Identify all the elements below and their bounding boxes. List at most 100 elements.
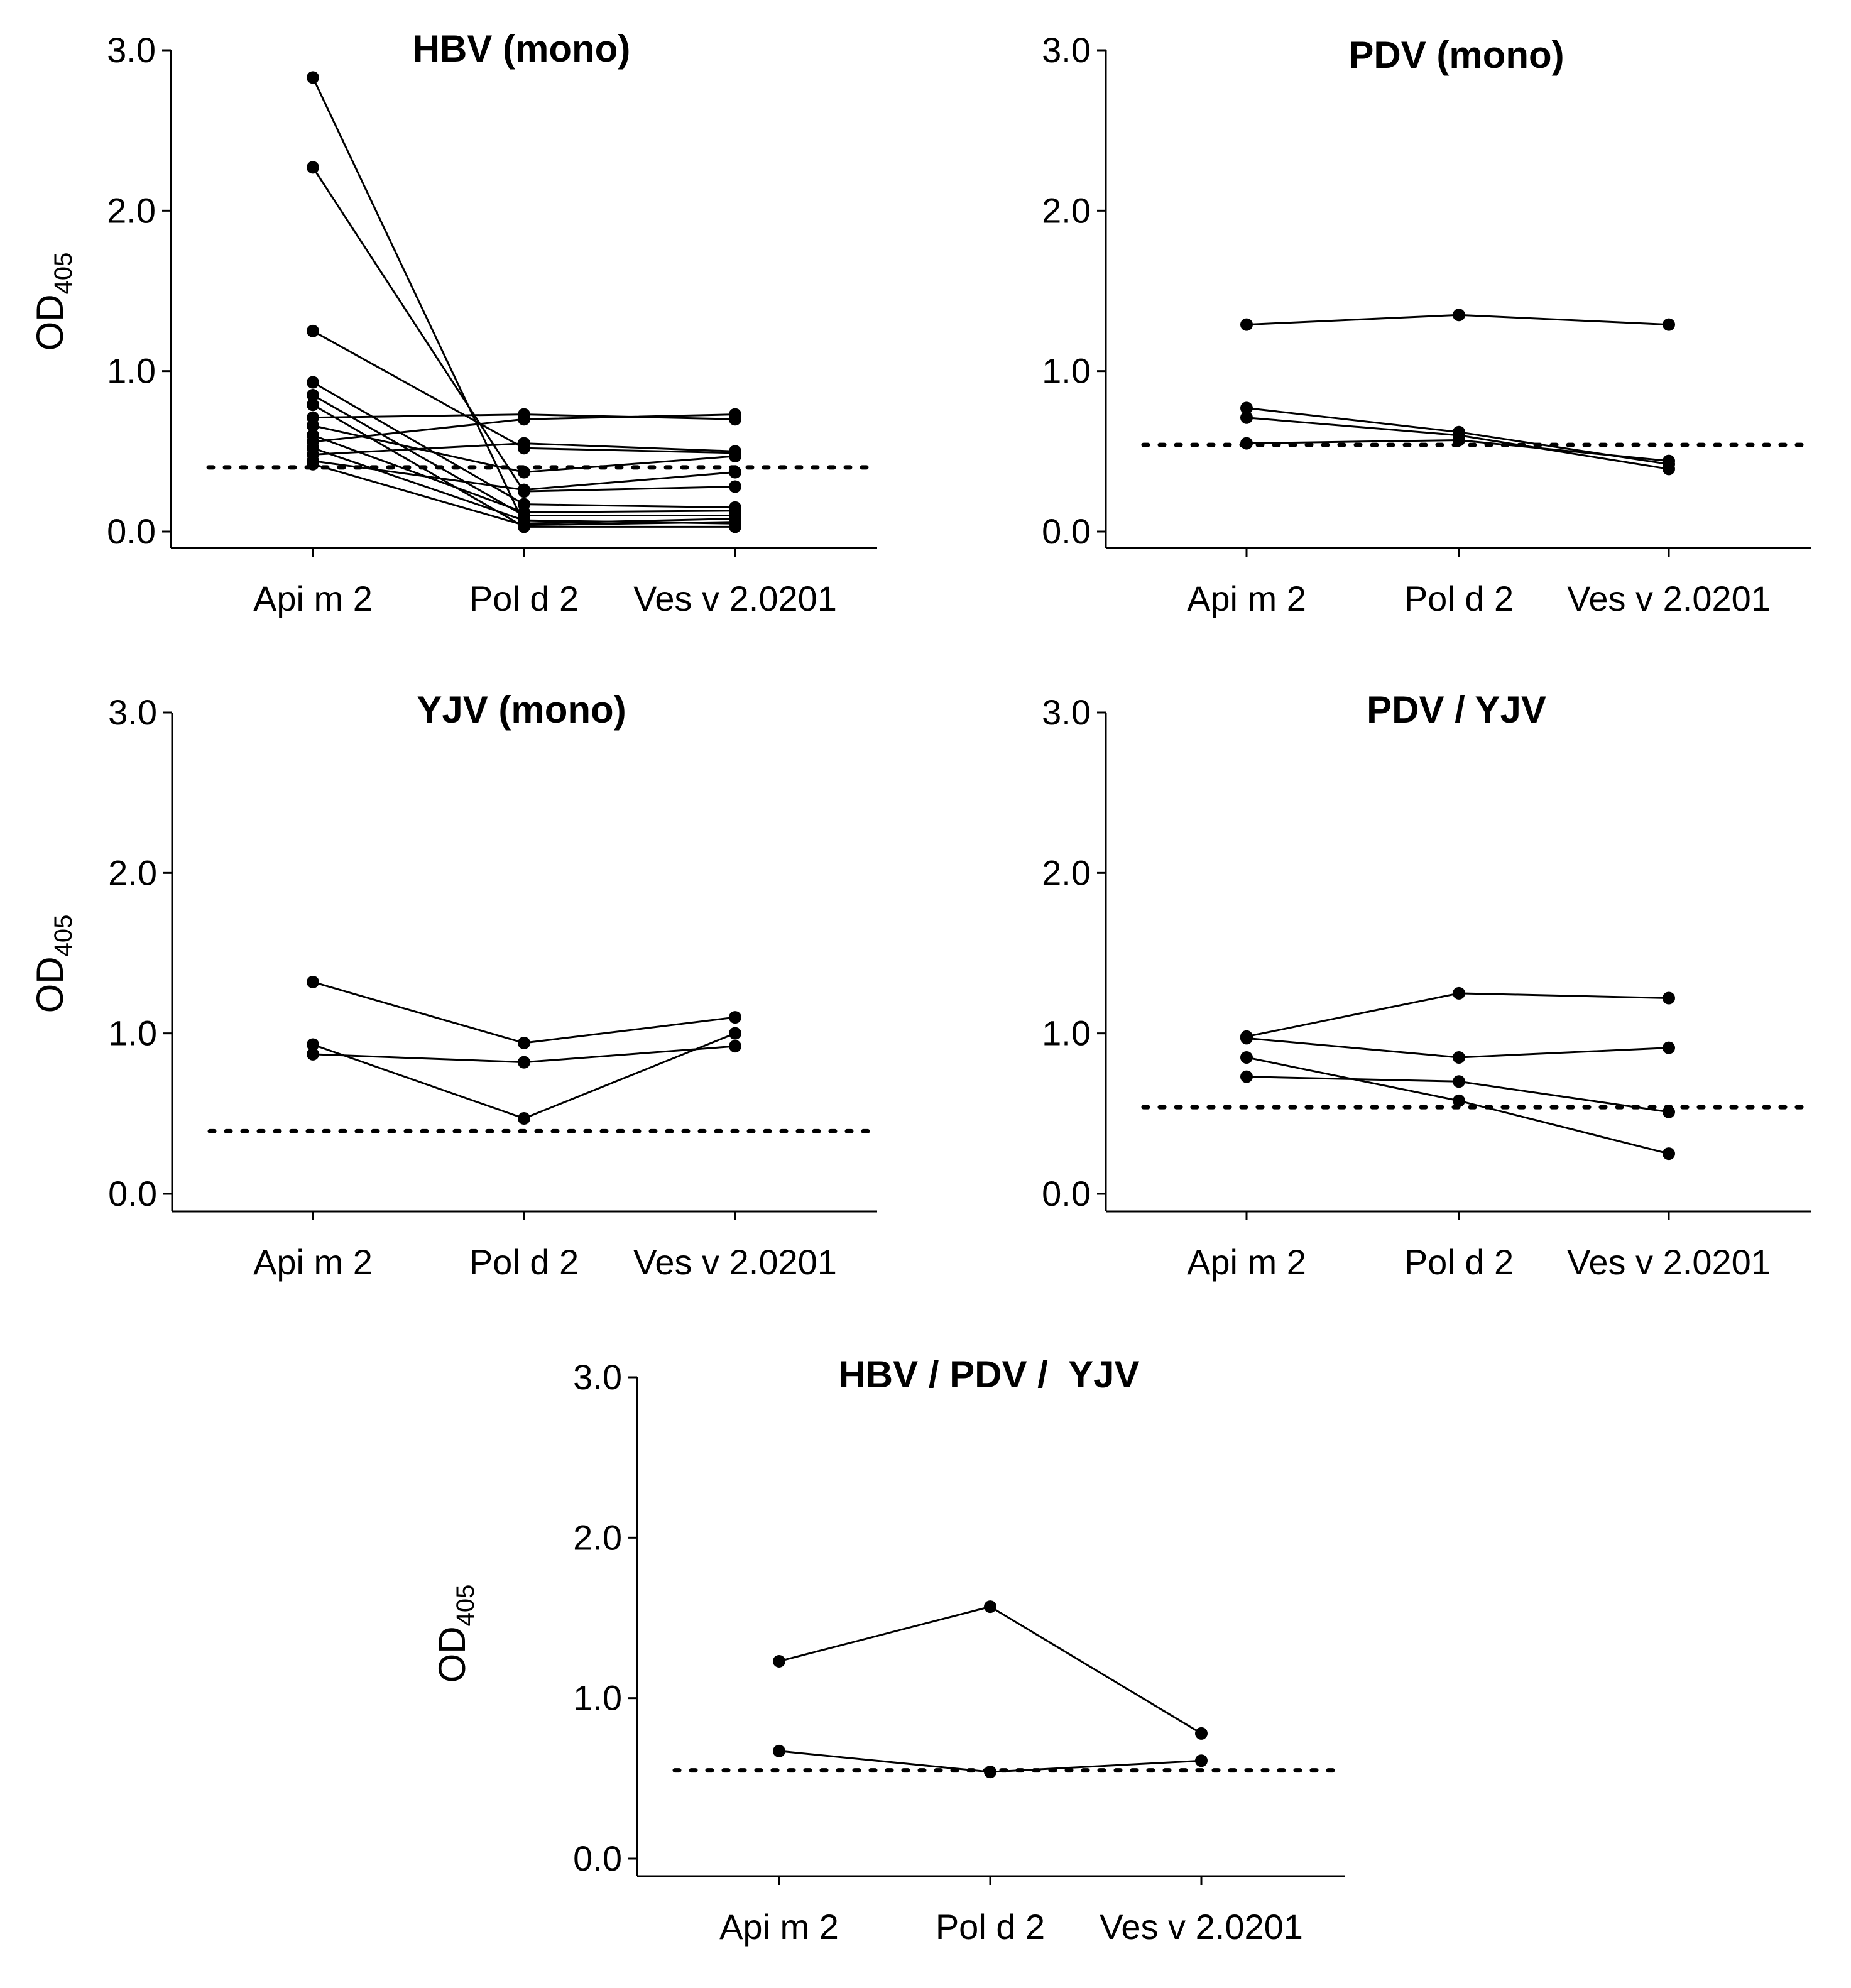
data-point	[1240, 1032, 1253, 1045]
chart-panel-1: 0.0 1.0 2.0 3.0 Api m 2 Pol d 2 Ves v 2.0201 HB…	[29, 28, 880, 618]
chart-panel-5: 0.0 1.0 2.0 3.0 Api m 2 Pol d 2 Ves v 2.0201 HB…	[431, 1353, 1347, 1947]
y-tick-label: 1.0	[107, 351, 156, 391]
x-tick-label: Ves v 2.0201	[633, 1242, 837, 1282]
y-axis-label: OD405	[431, 1585, 479, 1683]
y-axis-label: OD405	[29, 915, 77, 1013]
x-tick-label: Pol d 2	[469, 579, 579, 618]
y-tick-label: 1.0	[573, 1678, 622, 1718]
y-tick-label: 2.0	[108, 853, 157, 892]
data-point	[729, 445, 741, 458]
data-point	[984, 1600, 996, 1614]
x-tick-label: Ves v 2.0201	[633, 579, 837, 618]
data-point	[729, 466, 741, 479]
data-point	[307, 419, 319, 432]
data-point	[307, 457, 319, 471]
series-line-1	[312, 77, 736, 525]
data-point	[1663, 991, 1675, 1005]
y-tick-label: 0.0	[1042, 511, 1091, 551]
data-point	[307, 376, 319, 389]
data-point	[729, 1040, 741, 1053]
y-tick-label: 2.0	[1042, 190, 1091, 230]
data-point	[518, 413, 530, 426]
y-tick-label: 0.0	[1042, 1174, 1091, 1213]
data-point	[773, 1654, 785, 1668]
data-point	[984, 1766, 996, 1779]
y-tick-label: 2.0	[573, 1517, 622, 1557]
data-point	[1240, 437, 1253, 450]
x-tick-label: Ves v 2.0201	[1567, 1242, 1771, 1282]
data-point	[307, 1038, 319, 1051]
y-tick-label: 3.0	[1042, 692, 1091, 732]
x-tick-label: Api m 2	[719, 1907, 839, 1947]
data-point	[518, 1036, 530, 1049]
x-tick-label: Pol d 2	[1404, 579, 1514, 618]
x-tick-label: Ves v 2.0201	[1567, 579, 1771, 618]
y-tick-label: 3.0	[1042, 30, 1091, 70]
y-tick-label: 0.0	[573, 1838, 622, 1878]
panel-title: PDV (mono)	[1348, 34, 1564, 76]
data-point	[307, 398, 319, 412]
series-line-1	[1246, 992, 1669, 1038]
data-point	[1663, 454, 1675, 467]
data-point	[1663, 1041, 1675, 1054]
x-tick-label: Api m 2	[253, 1242, 373, 1282]
data-point	[307, 71, 319, 84]
series-line-1	[312, 981, 736, 1044]
data-point	[307, 975, 319, 988]
data-point	[729, 1027, 741, 1040]
panel-title: HBV (mono)	[413, 28, 631, 70]
data-point	[1453, 1094, 1465, 1107]
y-tick-label: 3.0	[573, 1357, 622, 1397]
data-point	[1453, 309, 1465, 322]
data-point	[307, 388, 319, 401]
y-tick-label: 1.0	[1042, 1013, 1091, 1053]
data-point	[307, 324, 319, 337]
panel-title: HBV / PDV / YJV	[838, 1353, 1139, 1395]
data-point	[1453, 1075, 1465, 1088]
data-point	[1195, 1727, 1208, 1740]
x-tick-label: Ves v 2.0201	[1100, 1907, 1303, 1947]
data-point	[1240, 318, 1253, 331]
data-point	[518, 466, 530, 479]
data-point	[729, 408, 741, 421]
x-tick-label: Api m 2	[1187, 1242, 1306, 1282]
x-tick-label: Api m 2	[253, 579, 373, 618]
x-tick-label: Pol d 2	[1404, 1242, 1514, 1282]
data-point	[729, 504, 741, 517]
chart-panel-3: 0.0 1.0 2.0 3.0 Api m 2 Pol d 2 Ves v 2.0201 YJ…	[29, 689, 880, 1282]
data-point	[1663, 1147, 1675, 1161]
x-tick-label: Pol d 2	[936, 1907, 1045, 1947]
data-point	[1453, 986, 1465, 1000]
x-tick-label: Pol d 2	[469, 1242, 579, 1282]
y-tick-label: 3.0	[108, 692, 157, 732]
y-axis-label: OD405	[29, 253, 77, 351]
data-point	[1195, 1754, 1208, 1767]
data-point	[518, 1056, 530, 1069]
data-point	[1453, 1051, 1465, 1064]
data-point	[518, 483, 530, 496]
data-point	[518, 1111, 530, 1125]
data-point	[307, 161, 319, 174]
y-tick-label: 3.0	[107, 30, 156, 70]
data-point	[729, 480, 741, 493]
data-point	[1240, 1051, 1253, 1064]
y-tick-label: 1.0	[1042, 351, 1091, 391]
y-tick-label: 2.0	[1042, 853, 1091, 892]
data-point	[1240, 1070, 1253, 1083]
data-point	[1663, 318, 1675, 331]
chart-panel-4: 0.0 1.0 2.0 3.0 Api m 2 Pol d 2 Ves v 2.0201 PD…	[1042, 689, 1813, 1282]
data-point	[1453, 434, 1465, 447]
data-point	[729, 515, 741, 528]
data-point	[518, 518, 530, 532]
data-point	[1663, 1105, 1675, 1118]
series-line-1	[778, 1605, 1202, 1735]
panel-title: PDV / YJV	[1367, 689, 1546, 731]
y-tick-label: 1.0	[108, 1013, 157, 1053]
chart-panel-2: 0.0 1.0 2.0 3.0 Api m 2 Pol d 2 Ves v 2.0201 PD…	[1042, 30, 1813, 618]
panel-title: YJV (mono)	[417, 689, 626, 731]
data-point	[518, 437, 530, 450]
y-tick-label: 0.0	[108, 1174, 157, 1213]
data-point	[307, 1047, 319, 1061]
x-tick-label: Api m 2	[1187, 579, 1306, 618]
data-point	[729, 1011, 741, 1024]
